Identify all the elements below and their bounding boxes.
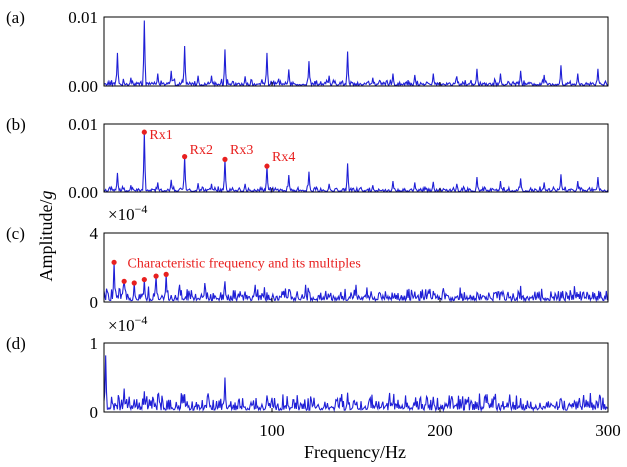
peak-marker <box>222 156 228 162</box>
peak-marker <box>121 278 127 284</box>
y-tick-label: 0.01 <box>68 115 98 134</box>
peak-marker <box>264 163 270 169</box>
annotation: Rx4 <box>272 150 295 165</box>
panels: (a) 0.01 0.00 (b) 0.01 0.00 Rx1 Rx2 Rx3 Rx4 (c) 4 0 ×… <box>6 8 609 422</box>
y-tick-label: 0.00 <box>68 183 98 202</box>
axes-box <box>103 16 609 87</box>
x-axis-title: Frequency/Hz <box>304 442 406 462</box>
series-line <box>103 132 609 194</box>
annotation: Rx2 <box>190 143 213 158</box>
panel-b: (b) 0.01 0.00 Rx1 Rx2 Rx3 Rx4 <box>6 115 609 202</box>
axes-box <box>103 123 609 193</box>
axes-box <box>103 342 609 413</box>
peak-marker <box>153 273 159 279</box>
panel-c: (c) 4 0 ×10−4 Characteristic frequency and i… <box>6 202 609 312</box>
panel-d: (d) 1 0 ×10−4 <box>6 313 609 422</box>
x-tick-labels: 100 200 300 <box>259 421 621 440</box>
y-tick-label: 0 <box>90 403 99 422</box>
panel-label: (c) <box>6 224 25 243</box>
panel-label: (d) <box>6 334 26 353</box>
peak-marker <box>141 276 147 283</box>
series-line <box>103 355 609 413</box>
annotation: Rx3 <box>230 143 253 158</box>
series-line <box>103 20 609 88</box>
y-exponent: ×10−4 <box>108 313 147 335</box>
y-tick-label: 4 <box>90 224 99 243</box>
y-axis-title: Amplitude/g <box>36 191 56 282</box>
annotation: Rx1 <box>149 128 172 143</box>
y-tick-label: 1 <box>90 334 99 353</box>
y-tick-label: 0.00 <box>68 77 98 96</box>
panel-label: (a) <box>6 8 25 27</box>
y-tick-label: 0.01 <box>68 8 98 27</box>
y-exponent: ×10−4 <box>108 202 147 224</box>
peak-marker <box>141 129 147 135</box>
y-tick-label: 0 <box>90 293 99 312</box>
panel-a: (a) 0.01 0.00 <box>6 8 609 96</box>
peak-marker <box>182 154 188 160</box>
annotation: Characteristic frequency and its multipl… <box>128 256 361 271</box>
x-tick-label: 100 <box>259 421 285 440</box>
x-tick-label: 300 <box>595 421 621 440</box>
peak-marker <box>111 259 117 265</box>
panel-label: (b) <box>6 115 26 134</box>
peak-marker <box>163 271 169 277</box>
peak-marker <box>131 280 137 286</box>
axes-box <box>103 232 609 303</box>
x-tick-label: 200 <box>427 421 453 440</box>
series-line <box>103 262 609 303</box>
